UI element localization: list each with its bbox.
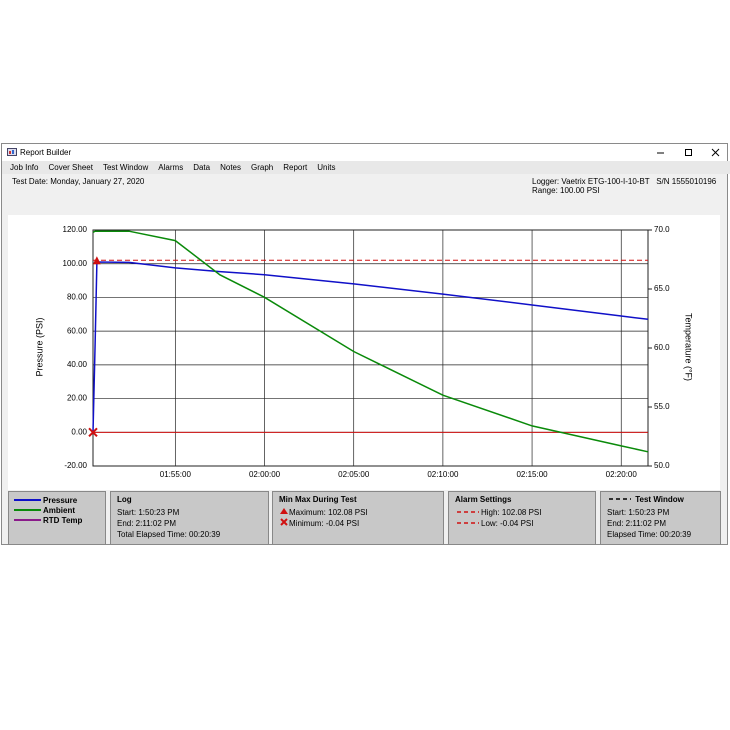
panel-title: Alarm Settings [455, 495, 512, 504]
y2-tick-label: 70.0 [654, 225, 670, 234]
x-tick-label: 02:15:00 [516, 470, 548, 479]
panel-line: End: 2:11:02 PM [607, 519, 666, 528]
y2-tick-label: 55.0 [654, 402, 670, 411]
y-tick-label: 0.00 [71, 427, 87, 436]
panel-line: Total Elapsed Time: 00:20:39 [117, 530, 221, 539]
window: Report Builder Job Info Cover Sheet Test W… [1, 143, 730, 545]
x-tick-label: 02:00:00 [249, 470, 281, 479]
menu-item[interactable]: Notes [220, 163, 241, 172]
panel-title: Test Window [635, 495, 684, 504]
panel-line: Start: 1:50:23 PM [117, 508, 180, 517]
range-info: Range: 100.00 PSI [532, 186, 600, 195]
menu-item[interactable]: Job Info [10, 163, 39, 172]
y-tick-label: -20.00 [64, 461, 87, 470]
legend-label: Pressure [43, 495, 78, 505]
series-line [92, 230, 649, 453]
app-icon [7, 148, 17, 156]
menu-item[interactable]: Units [317, 163, 336, 172]
y-tick-label: 120.00 [63, 225, 88, 234]
panel-title: Min Max During Test [279, 495, 357, 504]
panel-line: Start: 1:50:23 PM [607, 508, 670, 517]
alarm-swatch [457, 522, 479, 524]
plot-border [92, 229, 649, 467]
y-axis-label: Pressure (PSI) [34, 317, 44, 376]
title-bar: Report Builder [2, 144, 727, 161]
menu-item[interactable]: Test Window [102, 163, 149, 172]
test-window-panel: Test Window Start: 1:50:23 PM End: 2:11:… [600, 491, 721, 545]
menu-item[interactable]: Data [193, 163, 211, 172]
y-tick-label: 100.00 [63, 259, 88, 268]
window-swatch [609, 498, 631, 500]
window-controls[interactable] [652, 147, 724, 158]
panel-line: Low: -0.04 PSI [481, 519, 534, 528]
series-line [92, 261, 649, 433]
chart: Pressure (PSI) Temperature (°F) -20.00 0.… [8, 215, 720, 490]
y2-axis-label: Temperature (°F) [684, 313, 694, 381]
y-tick-label: 80.00 [67, 293, 88, 302]
max-icon [280, 508, 288, 514]
x-tick-label: 02:20:00 [606, 470, 638, 479]
logger-info: Logger: Vaetrix ETG-100-I-10-BT S/N 1555… [532, 177, 717, 186]
x-tick-label: 02:05:00 [338, 470, 370, 479]
min-max-panel: Min Max During Test Maximum: 102.08 PSI … [272, 491, 444, 545]
y-tick-label: 20.00 [67, 394, 88, 403]
menu-item[interactable]: Report [283, 163, 308, 172]
y-tick-label: 40.00 [67, 360, 88, 369]
alarm-panel: Alarm Settings High: 102.08 PSI Low: -0.… [448, 491, 596, 545]
y2-tick-label: 60.0 [654, 343, 670, 352]
min-marker [88, 427, 98, 438]
y2-tick-label: 50.0 [654, 461, 670, 470]
max-marker [92, 256, 101, 265]
legend-label: Ambient [43, 505, 75, 515]
x-tick-label: 01:55:00 [160, 470, 192, 479]
window-title: Report Builder [20, 148, 72, 157]
panel-title: Log [117, 495, 132, 504]
menu-item[interactable]: Graph [251, 163, 274, 172]
legend-label: RTD Temp [43, 515, 83, 525]
panel-line: Elapsed Time: 00:20:39 [607, 530, 692, 539]
panel-line: Maximum: 102.08 PSI [289, 508, 368, 517]
log-panel: Log Start: 1:50:23 PM End: 2:11:02 PM To… [110, 491, 269, 545]
y-tick-label: 60.00 [67, 326, 88, 335]
menu-bar: Job Info Cover Sheet Test Window Alarms Data… [2, 161, 730, 174]
legend: Pressure Ambient RTD Temp [8, 491, 106, 545]
x-tick-label: 02:10:00 [427, 470, 459, 479]
alarm-swatch [457, 511, 479, 513]
menu-item[interactable]: Alarms [158, 163, 184, 172]
min-icon [280, 518, 288, 526]
legend-entry: Ambient [13, 505, 101, 515]
panel-line: High: 102.08 PSI [481, 508, 542, 517]
legend-swatch [14, 519, 41, 521]
menu-item[interactable]: Cover Sheet [48, 163, 93, 172]
legend-entry: RTD Temp [13, 515, 101, 525]
legend-swatch [14, 509, 41, 511]
panel-line: End: 2:11:02 PM [117, 519, 176, 528]
y2-tick-label: 65.0 [654, 284, 670, 293]
panel-line: Minimum: -0.04 PSI [289, 519, 360, 528]
test-date: Test Date: Monday, January 27, 2020 [12, 177, 145, 186]
legend-swatch [14, 499, 41, 501]
legend-entry: Pressure [13, 495, 101, 505]
